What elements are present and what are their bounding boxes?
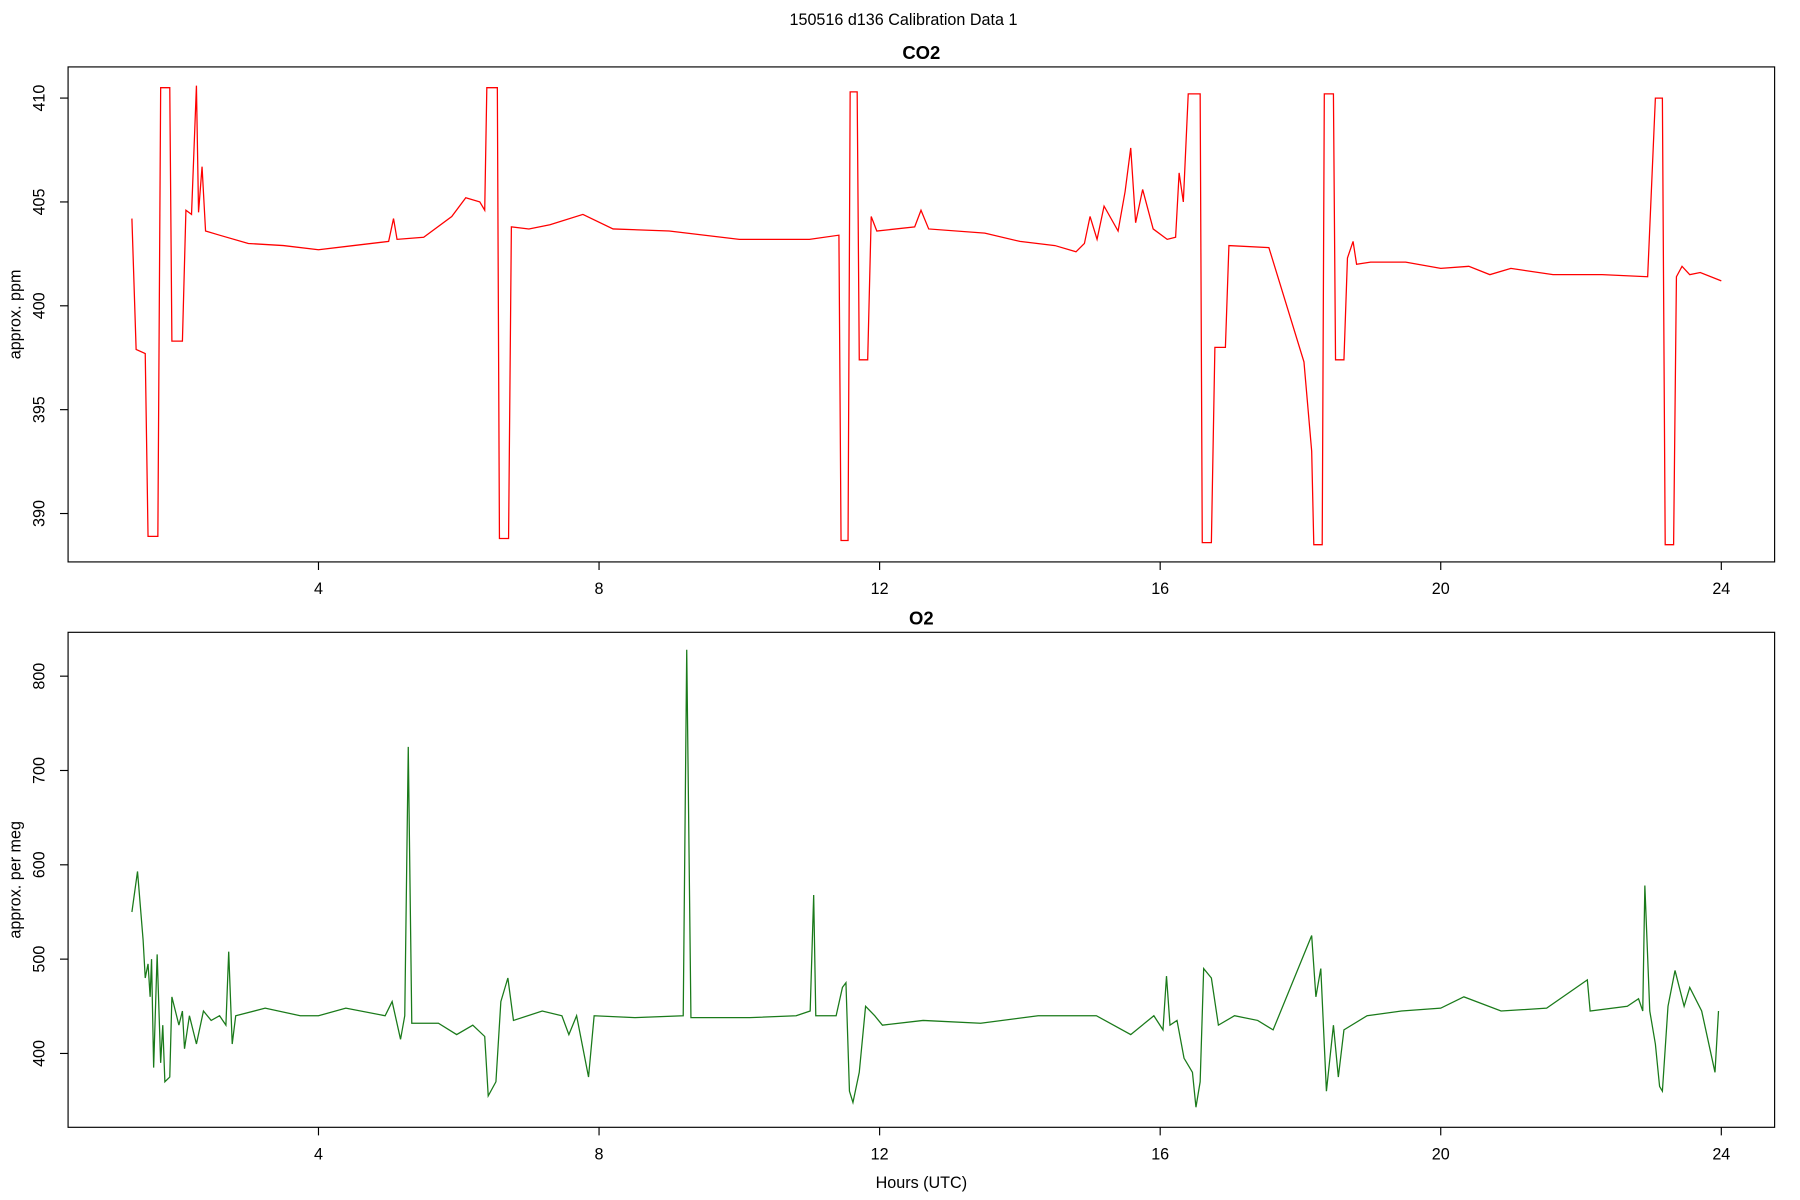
y-tick-label: 500: [31, 946, 49, 973]
x-tick-label: 24: [1712, 580, 1730, 598]
plot-frame: [67, 631, 1776, 1128]
y-tick-label: 700: [31, 757, 49, 784]
y-axis-label: approx. per meg: [6, 821, 24, 939]
x-tick-label: 16: [1151, 580, 1169, 598]
data-line: [131, 85, 1722, 546]
x-tick-label: 12: [871, 1145, 889, 1163]
chart-title: CO2: [902, 42, 940, 63]
plot-frame: [67, 66, 1776, 563]
y-tick-label: 800: [31, 663, 49, 690]
x-tick-label: 8: [595, 580, 604, 598]
x-tick-label: 12: [871, 580, 889, 598]
y-tick-label: 405: [31, 188, 49, 215]
y-tick-label: 400: [31, 1040, 49, 1067]
x-tick-label: 20: [1432, 580, 1450, 598]
x-tick-label: 16: [1151, 1145, 1169, 1163]
y-tick-label: 600: [31, 851, 49, 878]
x-axis-label: Hours (UTC): [876, 1174, 967, 1192]
x-tick-label: 4: [314, 1145, 323, 1163]
y-tick-label: 400: [31, 292, 49, 319]
y-axis-label: approx. ppm: [6, 270, 24, 360]
x-tick-label: 4: [314, 580, 323, 598]
x-tick-label: 8: [595, 1145, 604, 1163]
x-tick-label: 20: [1432, 1145, 1450, 1163]
figure-title: 150516 d136 Calibration Data 1: [789, 11, 1017, 29]
x-tick-label: 24: [1712, 1145, 1730, 1163]
chart-title: O2: [909, 607, 934, 628]
y-tick-label: 390: [31, 500, 49, 527]
data-line: [131, 649, 1720, 1108]
y-tick-label: 410: [31, 85, 49, 112]
y-tick-label: 395: [31, 396, 49, 423]
